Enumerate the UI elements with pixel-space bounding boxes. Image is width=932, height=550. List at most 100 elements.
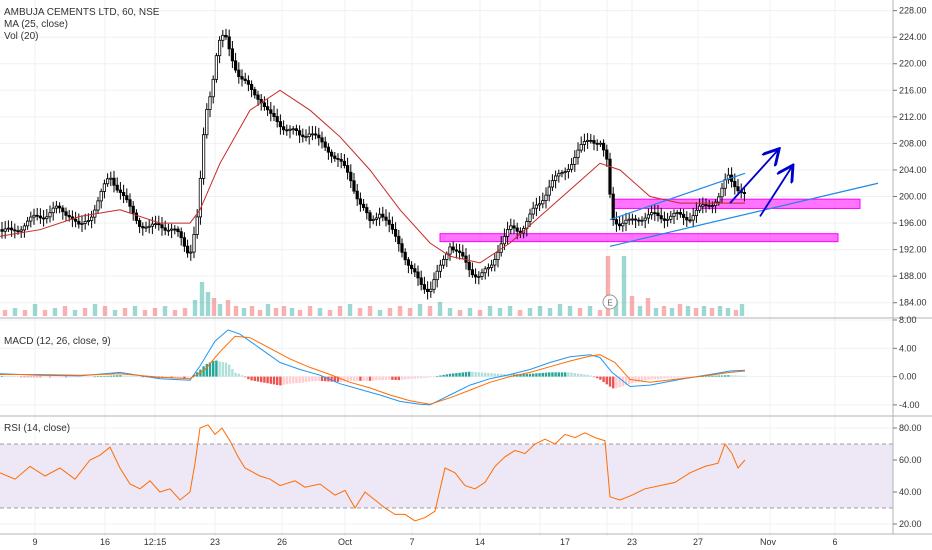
candle-body [160, 224, 164, 229]
x-tick-label: 23 [627, 537, 637, 547]
volume-bar [717, 306, 723, 316]
candle-body [451, 246, 455, 251]
candle-body [285, 129, 289, 132]
macd-histogram-bar [564, 372, 567, 377]
candle-body [6, 227, 10, 230]
volume-bar [82, 308, 88, 316]
macd-histogram-bar [176, 376, 180, 379]
macd-histogram-bar [228, 364, 231, 377]
trendline [609, 172, 746, 221]
volume-bar [192, 300, 198, 316]
y-tick-label: 188.00 [899, 271, 927, 281]
volume-bar [661, 306, 667, 316]
earnings-marker[interactable]: E [602, 294, 618, 310]
legend: AMBUJA CEMENTS LTD, 60, NSE MA (25, clos… [4, 7, 159, 43]
x-tick-label: 27 [693, 537, 703, 547]
macd-histogram-bar [672, 376, 676, 378]
ma-legend[interactable]: MA (25, close) [4, 19, 68, 30]
candle-body [205, 109, 209, 136]
candle-body [301, 134, 305, 138]
volume-bar [42, 310, 48, 316]
macd-histogram-bar [525, 373, 528, 377]
candle-body [563, 171, 567, 173]
candle-body [531, 207, 535, 215]
candle-body [461, 252, 465, 257]
rsi-legend[interactable]: RSI (14, close) [4, 423, 71, 434]
symbol-title[interactable]: AMBUJA CEMENTS LTD, 60, NSE [4, 7, 160, 18]
candle-body [368, 212, 372, 221]
candle-body [214, 55, 218, 80]
volume-bar [547, 308, 553, 316]
y-tick-label: 184.00 [899, 298, 927, 308]
macd-histogram-bar [308, 376, 311, 382]
candle-body [720, 187, 724, 198]
pane-separators [0, 0, 932, 535]
macd-histogram-bar [212, 360, 215, 377]
macd-histogram-bar [708, 375, 711, 377]
candle-body [502, 236, 507, 245]
candle-body [717, 196, 721, 203]
candle-body [592, 140, 596, 144]
candle-body [384, 216, 388, 221]
candle-body [579, 144, 583, 151]
volume-bar [557, 304, 563, 316]
macd-histogram-bar [519, 374, 522, 377]
candle-body [653, 212, 657, 215]
price-axis[interactable]: 228.00 224.00 220.00 216.00 212.00 208.00 204.… [893, 6, 927, 529]
time-axis[interactable]: 9 16 12:15 23 26 Oct 7 14 17 23 27 Nov 6 [32, 537, 837, 547]
earnings-marker-circle[interactable] [602, 294, 618, 310]
rsi-band [0, 444, 893, 508]
candle-body [659, 215, 663, 220]
candle-body [25, 220, 30, 227]
candle-body [122, 192, 126, 197]
macd-histogram-bar [237, 373, 240, 377]
candle-body [646, 214, 651, 219]
y-tick-label: 80.00 [899, 423, 922, 433]
candle-body [419, 277, 423, 285]
candle-body [576, 149, 580, 158]
annotation-zones[interactable] [439, 198, 861, 243]
vol-legend[interactable]: Vol (20) [4, 31, 39, 42]
volume-bar [733, 310, 739, 316]
candle-body [557, 173, 561, 177]
candle-body [326, 146, 331, 153]
volume-bar [527, 308, 533, 316]
candle-body [256, 94, 260, 100]
volume-bar [693, 308, 699, 316]
macd-histogram-bar [445, 374, 448, 377]
volume-bar [249, 306, 255, 316]
candle-body [630, 218, 635, 221]
candle-body [0, 229, 4, 232]
macd-histogram-bar [509, 374, 512, 377]
macd-histogram-bar [628, 376, 631, 384]
macd-histogram-bar [416, 376, 420, 379]
macd-histogram-bar [304, 376, 308, 383]
up-arrow [759, 167, 792, 217]
candle-body [64, 211, 68, 216]
candle-body [240, 76, 244, 80]
macd-histogram-bar [256, 376, 260, 382]
candle-body [541, 200, 545, 205]
candle-body [320, 137, 324, 143]
macd-histogram-bar [132, 376, 135, 377]
macd-legend[interactable]: MACD (12, 26, close, 9) [4, 336, 111, 347]
volume-bar [701, 306, 707, 316]
candle-body [310, 133, 315, 136]
macd-histogram-bar [29, 376, 32, 378]
annotation-trendlines[interactable] [609, 150, 879, 247]
macd-histogram-bar [55, 376, 58, 378]
volume-bar [112, 310, 118, 316]
ma-line [0, 89, 745, 264]
macd-histogram-bar [282, 376, 285, 385]
volume-bar [205, 292, 211, 316]
candle-body [90, 216, 94, 221]
candle-body [413, 268, 417, 273]
volume-bar [162, 306, 168, 316]
macd-histogram-bar [647, 376, 650, 380]
volume-bar [467, 308, 473, 316]
volume-bar [12, 308, 18, 316]
macd-histogram-bar [599, 376, 602, 380]
volume-bar [265, 304, 271, 316]
volume-bar [317, 308, 323, 316]
